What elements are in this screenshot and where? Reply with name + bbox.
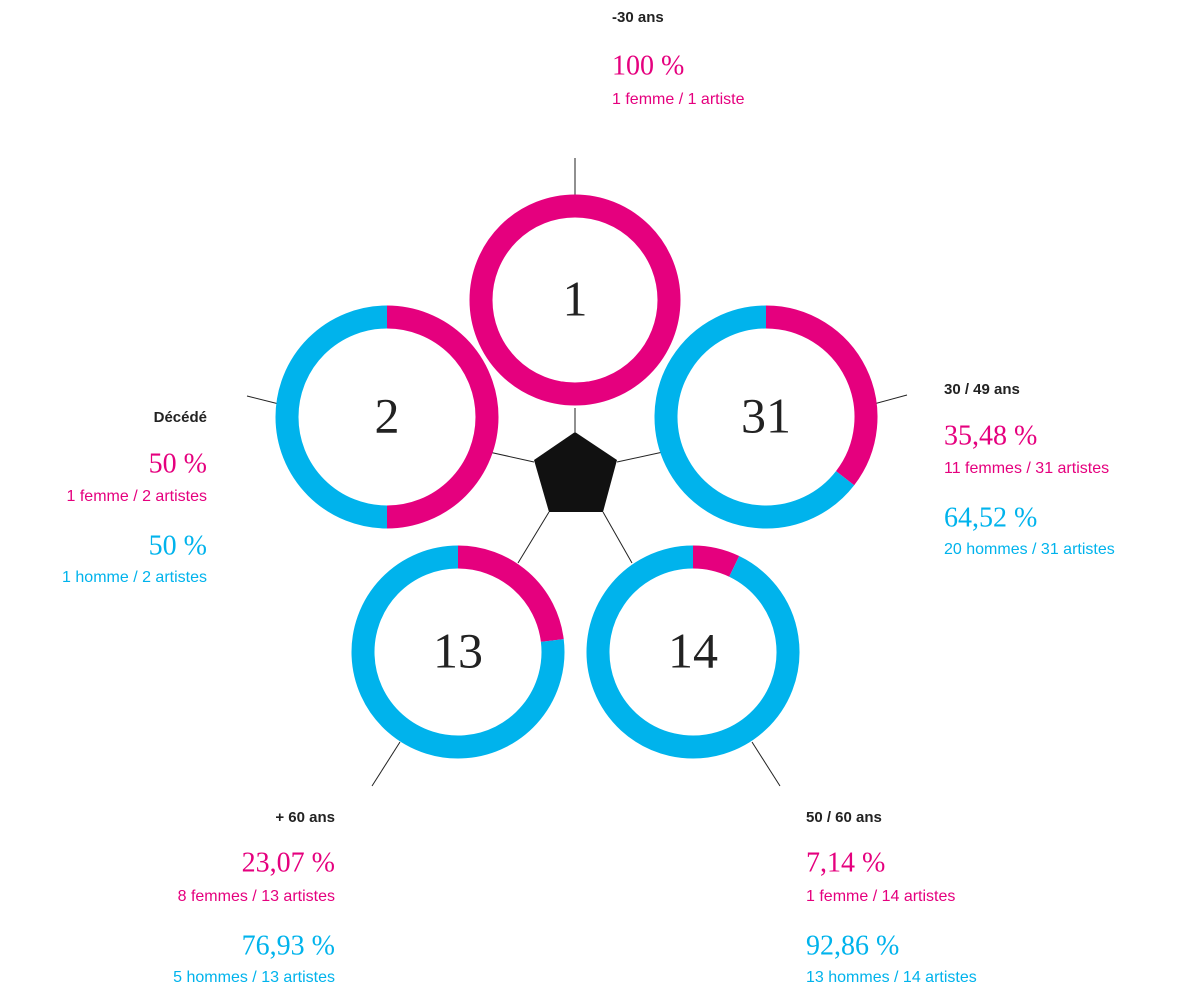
caption: 11 femmes / 31 artistes (944, 460, 1109, 477)
ring-segment (351, 545, 565, 759)
caption: 1 homme / 2 artistes (62, 569, 207, 586)
center-total: 2 (375, 387, 400, 443)
ring-segment (586, 545, 800, 759)
ring-segment (275, 305, 388, 529)
value-label: 35,48 % (944, 420, 1037, 451)
ring-segment (654, 305, 855, 529)
connector (602, 511, 633, 564)
center-pentagon (534, 432, 617, 512)
connector (371, 741, 401, 787)
connector (751, 741, 781, 787)
caption: 1 femme / 14 artistes (806, 888, 955, 905)
value-label: 92,86 % (806, 930, 899, 961)
ring-segment (386, 305, 499, 529)
connector (616, 451, 664, 463)
center-total: 14 (668, 622, 718, 678)
group-title: Décédé (154, 409, 207, 426)
connector (488, 451, 535, 463)
group-title: + 60 ans (275, 809, 335, 826)
group-title: 50 / 60 ans (806, 809, 882, 826)
value-label: 7,14 % (806, 847, 885, 878)
caption: 5 hommes / 13 artistes (173, 969, 335, 986)
center-total: 1 (563, 270, 588, 326)
caption: 13 hommes / 14 artistes (806, 969, 977, 986)
connectors (246, 158, 908, 787)
value-label: 100 % (612, 50, 684, 81)
group-title: -30 ans (612, 9, 664, 26)
ring-segment (469, 194, 681, 406)
ring-segment (692, 545, 740, 577)
caption: 1 femme / 2 artistes (67, 488, 208, 505)
value-label: 23,07 % (242, 847, 335, 878)
value-label: 50 % (149, 530, 207, 561)
connector (517, 511, 550, 564)
center-total: 31 (741, 387, 791, 443)
caption: 8 femmes / 13 artistes (178, 888, 335, 905)
ring-segment (457, 545, 564, 643)
caption: 20 hommes / 31 artistes (944, 541, 1115, 558)
group-title: 30 / 49 ans (944, 381, 1020, 398)
ring-segment (765, 305, 878, 486)
caption: 1 femme / 1 artiste (612, 91, 745, 108)
value-label: 76,93 % (242, 930, 335, 961)
value-label: 64,52 % (944, 502, 1037, 533)
value-label: 50 % (149, 448, 207, 479)
center-total: 13 (433, 622, 483, 678)
